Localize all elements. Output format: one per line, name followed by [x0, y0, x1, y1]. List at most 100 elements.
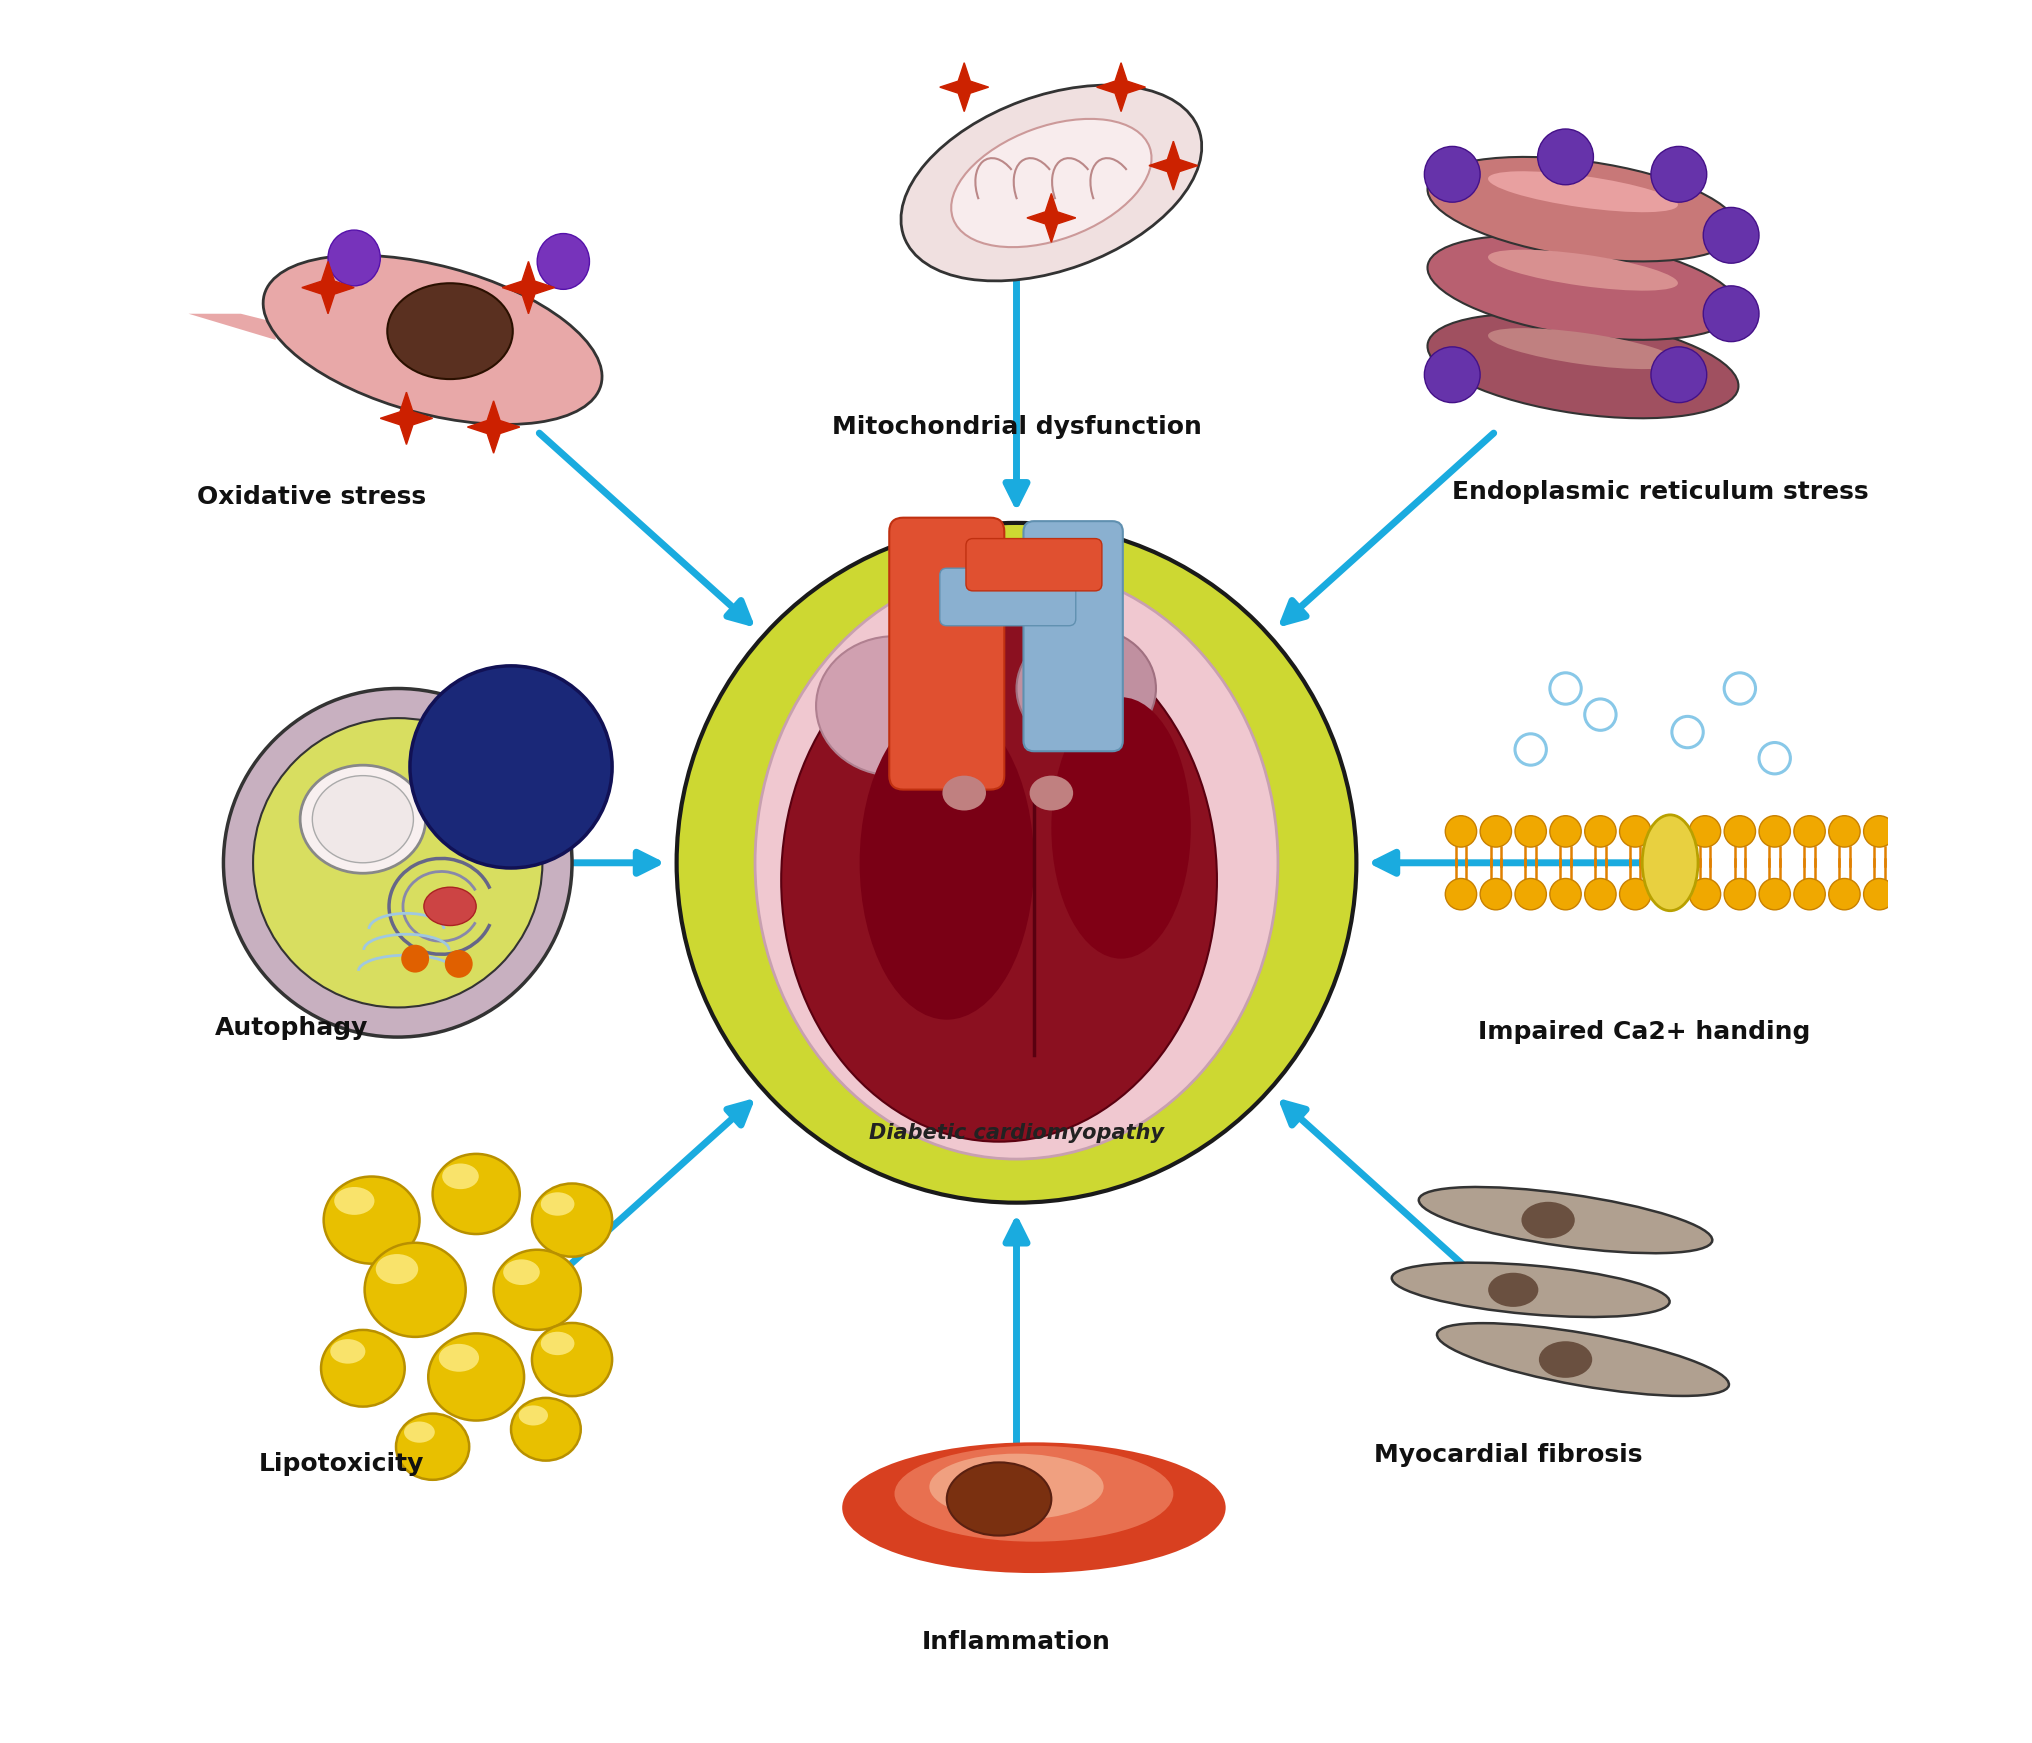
- Circle shape: [1445, 816, 1475, 847]
- Ellipse shape: [262, 254, 601, 425]
- Polygon shape: [301, 261, 354, 314]
- Ellipse shape: [929, 1454, 1103, 1520]
- Ellipse shape: [333, 1187, 374, 1215]
- Ellipse shape: [301, 765, 425, 873]
- Circle shape: [1723, 816, 1756, 847]
- Ellipse shape: [780, 619, 1217, 1142]
- Ellipse shape: [1392, 1262, 1668, 1318]
- Ellipse shape: [443, 1164, 480, 1189]
- Ellipse shape: [321, 1330, 404, 1407]
- Ellipse shape: [841, 1443, 1225, 1572]
- Circle shape: [1703, 286, 1758, 342]
- Circle shape: [1689, 816, 1719, 847]
- Circle shape: [1654, 816, 1685, 847]
- Ellipse shape: [1418, 1187, 1711, 1253]
- Ellipse shape: [396, 1414, 469, 1480]
- Polygon shape: [502, 261, 555, 314]
- Circle shape: [677, 523, 1355, 1203]
- Text: Autophagy: Autophagy: [215, 1016, 368, 1041]
- Text: Inflammation: Inflammation: [923, 1630, 1109, 1654]
- Ellipse shape: [1487, 171, 1676, 213]
- Ellipse shape: [510, 1398, 581, 1461]
- Text: Endoplasmic reticulum stress: Endoplasmic reticulum stress: [1451, 479, 1867, 504]
- Ellipse shape: [327, 230, 380, 286]
- Circle shape: [1479, 816, 1510, 847]
- Circle shape: [1703, 207, 1758, 263]
- Circle shape: [1548, 878, 1581, 910]
- Circle shape: [1514, 878, 1546, 910]
- Ellipse shape: [532, 1183, 612, 1257]
- FancyBboxPatch shape: [965, 539, 1101, 591]
- Ellipse shape: [313, 776, 412, 863]
- Ellipse shape: [1426, 235, 1737, 340]
- Ellipse shape: [433, 1154, 520, 1234]
- Ellipse shape: [894, 1447, 1172, 1541]
- FancyBboxPatch shape: [888, 518, 1004, 790]
- Ellipse shape: [404, 1422, 435, 1443]
- Circle shape: [1583, 816, 1615, 847]
- Ellipse shape: [364, 1243, 465, 1337]
- Circle shape: [1792, 816, 1825, 847]
- FancyBboxPatch shape: [939, 568, 1075, 626]
- Ellipse shape: [1487, 1272, 1538, 1307]
- Text: Mitochondrial dysfunction: Mitochondrial dysfunction: [831, 415, 1201, 439]
- Ellipse shape: [518, 1405, 549, 1426]
- Circle shape: [1829, 878, 1859, 910]
- Circle shape: [400, 945, 429, 973]
- Ellipse shape: [1520, 1203, 1575, 1238]
- Circle shape: [1650, 347, 1707, 403]
- Circle shape: [1583, 878, 1615, 910]
- Ellipse shape: [494, 1250, 581, 1330]
- Ellipse shape: [1426, 314, 1737, 418]
- Circle shape: [252, 718, 543, 1007]
- Circle shape: [1424, 146, 1479, 202]
- Circle shape: [224, 688, 571, 1037]
- Ellipse shape: [532, 1323, 612, 1396]
- Polygon shape: [1026, 193, 1075, 242]
- Text: Diabetic cardiomyopathy: Diabetic cardiomyopathy: [868, 1122, 1164, 1143]
- Polygon shape: [939, 63, 988, 112]
- Ellipse shape: [541, 1192, 575, 1215]
- Circle shape: [1445, 878, 1475, 910]
- Polygon shape: [189, 314, 276, 340]
- Circle shape: [1479, 878, 1510, 910]
- Ellipse shape: [504, 1260, 541, 1285]
- Circle shape: [1536, 129, 1593, 185]
- Text: Oxidative stress: Oxidative stress: [197, 485, 427, 509]
- Circle shape: [1514, 816, 1546, 847]
- Ellipse shape: [541, 1332, 575, 1354]
- Ellipse shape: [900, 85, 1201, 281]
- Ellipse shape: [951, 119, 1150, 248]
- Polygon shape: [1095, 63, 1144, 112]
- Ellipse shape: [815, 636, 973, 776]
- Ellipse shape: [376, 1253, 419, 1285]
- Ellipse shape: [439, 1344, 480, 1372]
- Ellipse shape: [754, 566, 1278, 1159]
- Ellipse shape: [386, 284, 512, 380]
- Circle shape: [1863, 878, 1894, 910]
- Circle shape: [1792, 878, 1825, 910]
- Ellipse shape: [860, 706, 1034, 1020]
- Circle shape: [1650, 146, 1707, 202]
- Ellipse shape: [1437, 1323, 1727, 1396]
- Ellipse shape: [1028, 776, 1073, 810]
- Circle shape: [1723, 878, 1756, 910]
- Ellipse shape: [423, 887, 475, 926]
- Ellipse shape: [1051, 697, 1191, 959]
- Text: Lipotoxicity: Lipotoxicity: [258, 1452, 423, 1476]
- Circle shape: [1654, 878, 1685, 910]
- Circle shape: [445, 950, 473, 978]
- Ellipse shape: [947, 1462, 1051, 1536]
- Ellipse shape: [1426, 157, 1737, 261]
- Ellipse shape: [1016, 627, 1156, 749]
- Circle shape: [1620, 816, 1650, 847]
- Ellipse shape: [536, 234, 589, 289]
- FancyBboxPatch shape: [1022, 521, 1122, 751]
- Polygon shape: [380, 392, 433, 444]
- Ellipse shape: [1487, 249, 1676, 291]
- Ellipse shape: [329, 1339, 366, 1363]
- Circle shape: [1758, 878, 1790, 910]
- Ellipse shape: [943, 776, 986, 810]
- Circle shape: [1620, 878, 1650, 910]
- Text: Myocardial fibrosis: Myocardial fibrosis: [1374, 1443, 1642, 1468]
